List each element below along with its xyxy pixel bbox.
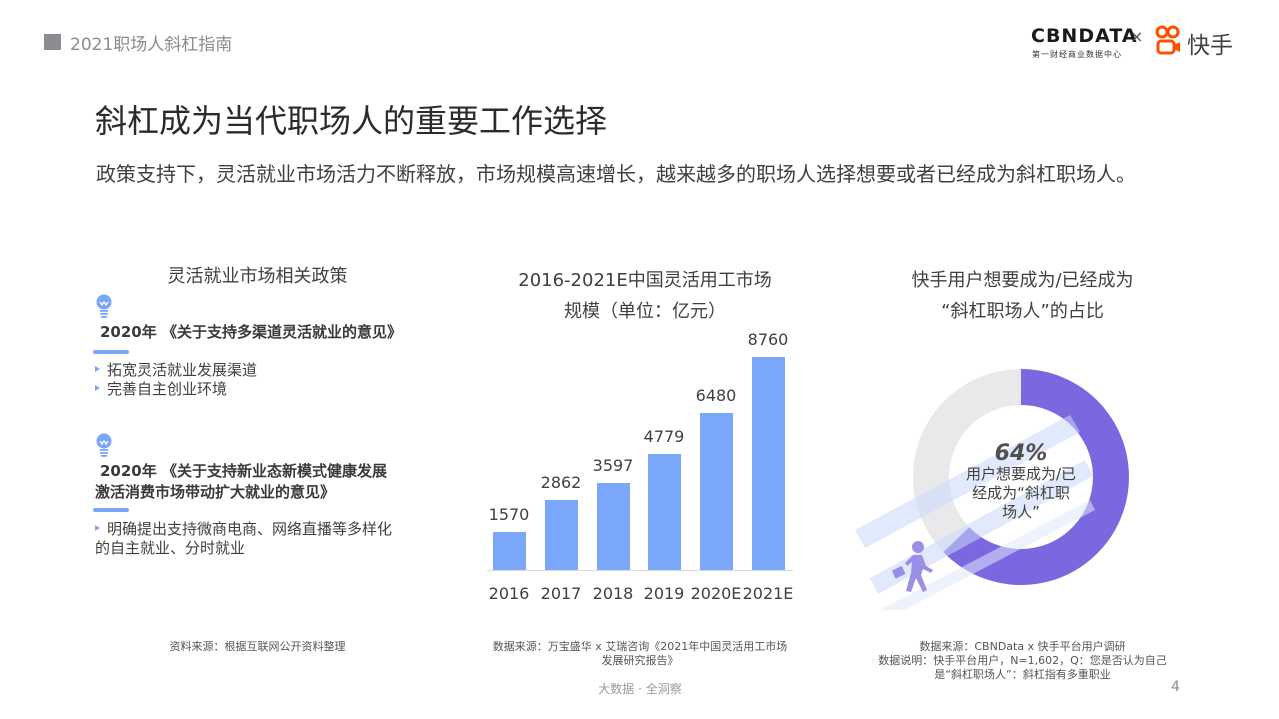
bullet-icon (95, 384, 100, 391)
bar-value-2019: 4779 (643, 427, 685, 446)
bar-chart-source-line1: 数据来源：万宝盛华 x 艾瑞咨询《2021年中国灵活用工市场 (492, 640, 788, 653)
policy-2-divider (93, 508, 129, 512)
bar-category-2017: 2017 (540, 584, 582, 603)
donut-center-label: 用户想要成为/已 经成为“斜杠职 场人” (965, 465, 1077, 521)
policy-1-bullet-1: 拓宽灵活就业发展渠道 (95, 361, 257, 380)
bar-value-2018: 3597 (592, 456, 634, 475)
bar-2021e (752, 357, 785, 570)
policy-1-divider (93, 350, 129, 354)
page-subtitle: 政策支持下，灵活就业市场活力不断释放，市场规模高速增长，越来越多的职场人选择想要… (96, 162, 1136, 186)
lightbulb-icon (96, 294, 112, 318)
kuaishou-logo-text: 快手 (1187, 33, 1233, 59)
bar-value-2016: 1570 (488, 505, 530, 524)
policy-1-heading: 2020年 《关于支持多渠道灵活就业的意见》 (100, 323, 402, 341)
bar-category-2021e: 2021E (742, 584, 794, 603)
bar-category-2018: 2018 (592, 584, 634, 603)
policy-1-bullet-2: 完善自主创业环境 (95, 380, 227, 399)
walking-person-icon (892, 541, 933, 592)
page-number: 4 (1171, 679, 1180, 695)
bar-2019 (648, 454, 681, 570)
donut-slice-slash (943, 369, 1129, 585)
policy-2-heading-line2: 激活消费市场带动扩大就业的意见》 (95, 483, 336, 501)
bar-value-2020e: 6480 (695, 386, 737, 405)
bullet-icon (95, 365, 100, 372)
lightbulb-icon (96, 433, 112, 457)
donut-source-line3: 是“斜杠职场人”：斜杠指有多重职业 (934, 668, 1111, 681)
policy-section-title: 灵活就业市场相关政策 (167, 266, 348, 287)
bullet-icon (95, 524, 100, 531)
bar-chart-x-axis (487, 570, 793, 571)
donut-chart (855, 369, 1129, 610)
policy-2-heading-line1: 2020年 《关于支持新业态新模式健康发展 (100, 462, 387, 480)
policy-source: 资料来源：根据互联网公开资料整理 (169, 640, 346, 653)
page-title: 斜杠成为当代职场人的重要工作选择 (95, 102, 608, 140)
donut-chart-title-line1: 快手用户想要成为/已经成为 (911, 270, 1134, 291)
bar-category-2016: 2016 (488, 584, 530, 603)
bar-chart-title-line2: 规模（单位：亿元） (564, 301, 726, 322)
bar-category-2020e: 2020E (690, 584, 742, 603)
kuaishou-logo-icon (1155, 25, 1180, 55)
bar-value-2017: 2862 (540, 473, 582, 492)
report-title: 2021职场人斜杠指南 (70, 35, 233, 55)
donut-source-line2: 数据说明：快手平台用户，N=1,602，Q：您是否认为自己 (878, 654, 1167, 667)
policy-2-bullet-1-cont: 的自主就业、分时就业 (95, 539, 246, 557)
logo-separator: × (1130, 27, 1144, 46)
bar-2018 (597, 483, 630, 570)
donut-source-line1: 数据来源：CBNData x 快手平台用户调研 (919, 640, 1126, 653)
donut-center-value: 64% (994, 441, 1048, 466)
cbndata-logo: CBNDATA (1031, 25, 1138, 47)
donut-chart-title-line2: “斜杠职场人”的占比 (941, 301, 1104, 322)
bar-value-2021e: 8760 (747, 330, 789, 349)
bar-2020e (700, 413, 733, 570)
bar-chart-source-line2: 发展研究报告》 (601, 654, 679, 667)
bar-2016 (493, 532, 526, 570)
cbndata-logo-subtitle: 第一财经商业数据中心 (1032, 50, 1122, 59)
bar-chart-title-line1: 2016-2021E中国灵活用工市场 (518, 270, 772, 291)
policy-2-bullet-1: 明确提出支持微商电商、网络直播等多样化 (95, 520, 392, 539)
footer-tagline: 大数据 · 全洞察 (598, 682, 682, 696)
bar-category-2019: 2019 (643, 584, 685, 603)
header-marker (44, 34, 61, 50)
bar-2017 (545, 500, 578, 570)
